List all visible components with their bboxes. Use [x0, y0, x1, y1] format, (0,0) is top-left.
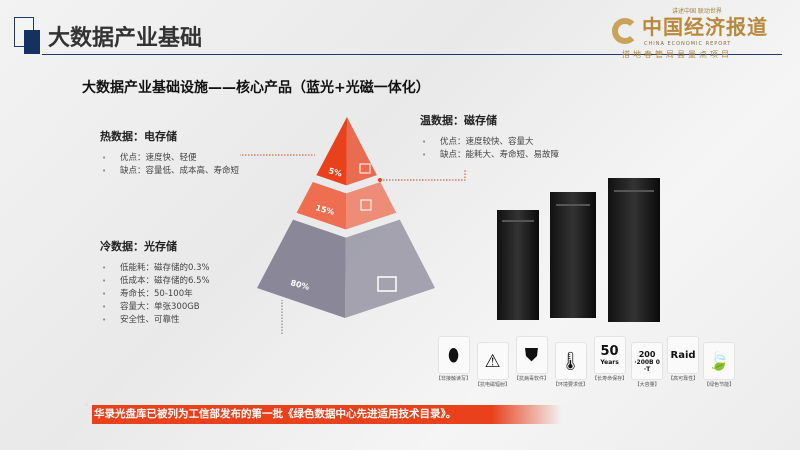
hot-item: 优点：速度快、轻便 — [100, 152, 239, 165]
pyramid-tier-3-right-face — [345, 219, 435, 318]
warm-connector — [380, 170, 466, 181]
hot-data-title: 热数据：电存储 — [100, 130, 177, 143]
years-text: Years — [600, 358, 619, 366]
feature-glyph: 50 — [600, 343, 619, 359]
feature-item: 50 Years 【长寿命保存】 — [592, 336, 627, 388]
server-rack — [497, 210, 539, 320]
cold-item: 低成本：磁存储的6.5% — [100, 275, 210, 288]
cold-item: 低能耗：磁存储的0.3% — [100, 262, 210, 275]
cold-item: 寿命长：50-100年 — [100, 288, 210, 301]
feature-label: 【抗电磁辐射】 — [475, 382, 511, 388]
logo-slogan-top: 讲述中国 联动世界 — [672, 8, 722, 15]
page-title: 大数据产业基础 — [48, 26, 203, 51]
logo-name: 中国经济报道 — [642, 15, 768, 39]
raid-icon: Raid — [667, 336, 700, 374]
feature-glyph: 🍃 — [707, 350, 731, 372]
pyramid-tier-2-left-face — [296, 181, 347, 230]
warm-item: 缺点：能耗大、寿命短、易故障 — [420, 149, 559, 162]
chip-icon — [360, 199, 372, 211]
feature-label: 【环境要求低】 — [553, 382, 589, 388]
disc-drive-icon — [377, 276, 397, 292]
hot-item: 缺点：容量低、成本高、寿命短 — [100, 165, 239, 178]
feature-glyph: ⬮ — [447, 344, 460, 366]
warm-data-block: 温数据：磁存储 优点：速度较快、容量大缺点：能耗大、寿命短、易故障 — [420, 112, 559, 162]
cold-item: 容量大：单张300GB — [100, 301, 210, 314]
feature-label: 【抗病毒软件】 — [514, 376, 550, 382]
section-subtitle: 大数据产业基础设施——核心产品（蓝光+光磁一体化） — [82, 80, 430, 96]
warm-item: 优点：速度较快、容量大 — [420, 136, 559, 149]
warm-data-title: 温数据：磁存储 — [420, 114, 497, 127]
feature-item: Raid 【高可靠性】 — [667, 336, 700, 388]
capacity-icon: 200·200B 0 ·T — [631, 342, 664, 380]
cold-data-block: 冷数据：光存储 低能耗：磁存储的0.3% 低成本：磁存储的6.5% 寿命长：50… — [100, 238, 210, 327]
feature-item: ⬮ 【非接触读写】 — [436, 336, 471, 388]
feature-label: 【绿色节能】 — [704, 382, 735, 388]
storage-pyramid: 5% 15% 80% — [240, 117, 466, 335]
feature-item: 🌡 【环境要求低】 — [553, 342, 588, 388]
pyramid-tier-3-left-face — [257, 219, 346, 318]
fifty-years-icon: 50 Years — [593, 336, 626, 374]
feature-item: ⚠ 【抗电磁辐射】 — [475, 342, 510, 388]
tier-label-hot: 5% — [327, 166, 342, 178]
feature-label: 【大容量】 — [634, 382, 660, 388]
highlight-banner: 华录光盘库已被列为工信部发布的第一批《绿色数据中心先进适用技术目录》。 — [92, 405, 562, 424]
feature-glyph: Raid — [670, 349, 696, 361]
logo-slogan-bottom: 搭地春管局县量点项目 — [622, 50, 732, 59]
feature-item: 200·200B 0 ·T 【大容量】 — [631, 342, 664, 388]
title-divider — [42, 54, 782, 55]
title-decor-square-filled — [24, 30, 40, 54]
logo-mark-icon — [612, 18, 638, 44]
feature-item: 🍃 【绿色节能】 — [703, 342, 736, 388]
feature-icons: ⬮ 【非接触读写】 ⚠ 【抗电磁辐射】 ⛊ 【抗病毒软件】 🌡 【环境要求低】 50 Years 【… — [436, 336, 736, 388]
feature-glyph: 200 — [638, 349, 656, 359]
feature-item: ⛊ 【抗病毒软件】 — [514, 336, 549, 388]
feature-glyph: ⚠ — [484, 350, 501, 372]
cold-data-title: 冷数据：光存储 — [100, 240, 177, 253]
shield-icon: ⛊ — [515, 336, 548, 374]
leaf-icon: 🍃 — [703, 342, 736, 380]
pyramid-tier-1-left-face — [316, 117, 347, 186]
feature-glyph: ⛊ — [524, 344, 539, 366]
connector-lines — [240, 154, 466, 335]
capacity-text: ·200B 0 ·T — [634, 358, 660, 373]
logo-english: CHINA ECONOMIC REPORT — [644, 41, 732, 47]
pyramid-tier-1-right-face — [346, 117, 377, 186]
radiation-icon: ⚠ — [476, 342, 509, 380]
thermometer-icon: 🌡 — [554, 342, 587, 380]
feature-label: 【非接触读写】 — [436, 376, 472, 382]
contactless-icon: ⬮ — [437, 336, 470, 374]
logo: 讲述中国 联动世界 中国经济报道 CHINA ECONOMIC REPORT 搭… — [612, 8, 794, 64]
server-rack — [608, 178, 660, 322]
feature-glyph: 🌡 — [559, 350, 582, 372]
card-icon — [359, 163, 371, 174]
server-rack — [550, 192, 596, 318]
feature-label: 【长寿命保存】 — [592, 376, 628, 382]
cold-item: 安全性、可靠性 — [100, 314, 210, 327]
server-racks-image — [497, 178, 660, 322]
hot-data-block: 热数据：电存储 优点：速度快、轻便缺点：容量低、成本高、寿命短 — [100, 128, 239, 178]
feature-label: 【高可靠性】 — [668, 376, 699, 382]
